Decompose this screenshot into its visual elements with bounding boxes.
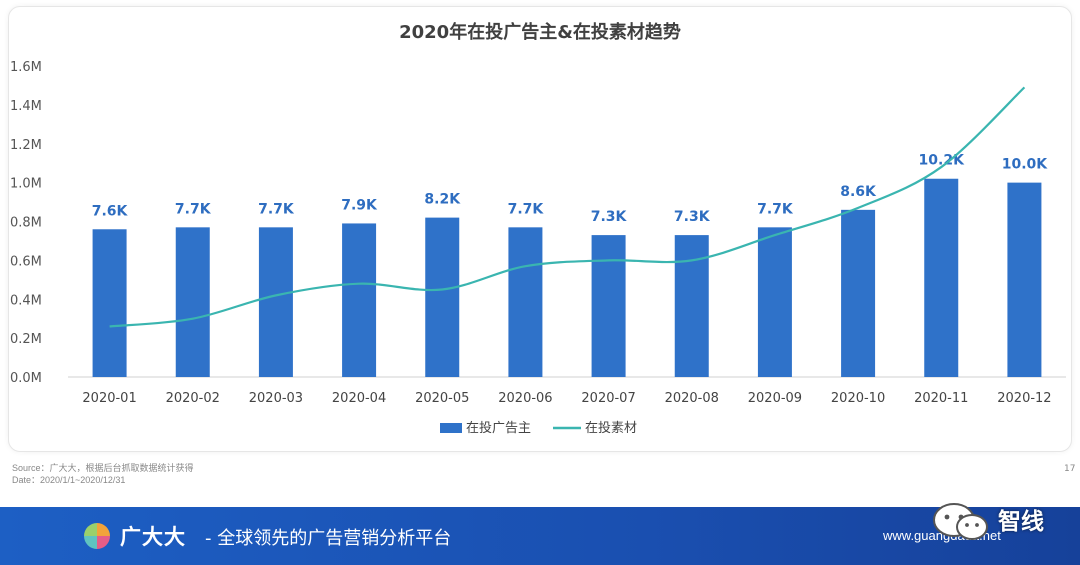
bar bbox=[841, 209, 876, 377]
bar-data-label: 7.9K bbox=[341, 197, 378, 213]
x-tick-label: 2020-09 bbox=[748, 391, 802, 406]
x-tick-label: 2020-12 bbox=[997, 391, 1051, 406]
y-tick-label: 1.0M bbox=[10, 177, 42, 192]
y-tick-label: 0.0M bbox=[10, 371, 42, 386]
legend-label-material: 在投素材 bbox=[585, 420, 637, 436]
x-tick-label: 2020-11 bbox=[914, 391, 968, 406]
x-tick-label: 2020-04 bbox=[332, 391, 386, 406]
series-line-material bbox=[109, 86, 1026, 328]
x-tick-label: 2020-10 bbox=[831, 391, 885, 406]
page-number: 17 bbox=[1064, 464, 1076, 474]
bar bbox=[674, 235, 709, 377]
date-line: Date：2020/1/1~2020/12/31 bbox=[12, 475, 126, 485]
bar-data-label: 7.6K bbox=[92, 203, 129, 219]
bar bbox=[508, 227, 543, 377]
x-tick-label: 2020-06 bbox=[498, 391, 552, 406]
source-note: Source：广大大，根据后台抓取数据统计获得 Date：2020/1/1~20… bbox=[12, 462, 194, 486]
chart-svg: 2020年在投广告主&在投素材趋势 0.0M 0.2M 0.4M 0.6M 0.8M 1.0… bbox=[10, 21, 1066, 436]
x-tick-label: 2020-03 bbox=[249, 391, 303, 406]
y-tick-label: 1.6M bbox=[10, 60, 42, 75]
bar bbox=[757, 227, 792, 377]
bar bbox=[924, 178, 959, 377]
y-tick-label: 1.4M bbox=[10, 99, 42, 114]
y-tick-label: 1.2M bbox=[10, 138, 42, 153]
bar-data-label: 7.7K bbox=[757, 201, 794, 217]
bar bbox=[258, 227, 293, 377]
bar bbox=[591, 235, 626, 377]
bar bbox=[1007, 182, 1042, 377]
brand-logo-icon bbox=[84, 523, 110, 549]
y-tick-label: 0.4M bbox=[10, 293, 42, 308]
y-tick-label: 0.6M bbox=[10, 254, 42, 269]
bar bbox=[175, 227, 210, 377]
bar bbox=[425, 217, 460, 377]
y-tick-label: 0.2M bbox=[10, 332, 42, 347]
bar bbox=[92, 229, 127, 377]
bar-data-label: 7.7K bbox=[258, 201, 295, 217]
bar-data-label: 8.6K bbox=[840, 184, 877, 200]
footer-banner: 广大大 - 全球领先的广告营销分析平台 www.guangdada.net bbox=[0, 507, 1080, 565]
bar-data-label: 10.0K bbox=[1002, 157, 1049, 173]
brand-slogan: - 全球领先的广告营销分析平台 bbox=[205, 528, 452, 549]
bar-data-label: 7.3K bbox=[674, 209, 711, 225]
source-line: Source：广大大，根据后台抓取数据统计获得 bbox=[12, 463, 194, 473]
x-tick-label: 2020-07 bbox=[581, 391, 635, 406]
bar-data-label: 7.7K bbox=[508, 201, 545, 217]
bar bbox=[342, 223, 377, 377]
chart-title: 2020年在投广告主&在投素材趋势 bbox=[399, 21, 681, 43]
legend-swatch-advertiser bbox=[440, 423, 462, 433]
bar-data-label: 8.2K bbox=[424, 192, 461, 208]
brand-name: 广大大 bbox=[120, 525, 186, 549]
bar-data-label: 7.3K bbox=[591, 209, 628, 225]
watermark-text: 智线 bbox=[998, 509, 1044, 535]
wechat-icon bbox=[933, 503, 988, 540]
y-tick-label: 0.8M bbox=[10, 216, 42, 231]
legend-label-advertiser: 在投广告主 bbox=[466, 420, 531, 436]
x-tick-label: 2020-05 bbox=[415, 391, 469, 406]
x-tick-label: 2020-08 bbox=[665, 391, 719, 406]
x-tick-label: 2020-02 bbox=[166, 391, 220, 406]
bar-data-label: 7.7K bbox=[175, 201, 212, 217]
x-tick-label: 2020-01 bbox=[82, 391, 136, 406]
